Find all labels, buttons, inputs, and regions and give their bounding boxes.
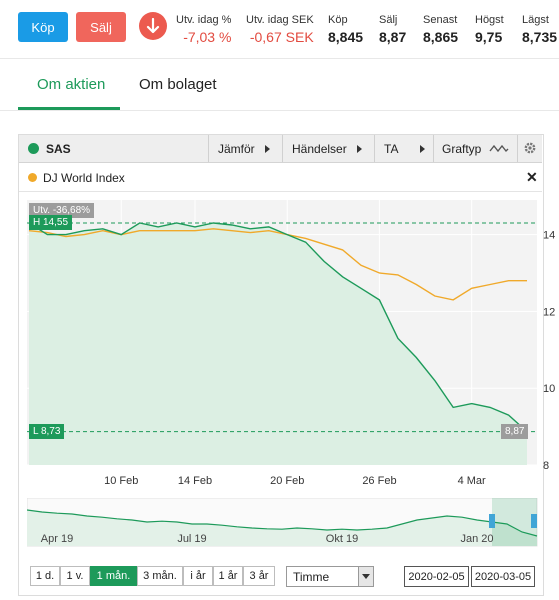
stat-label: Senast [423,14,458,26]
x-tick-label: 4 Mar [458,475,486,487]
divider [433,135,434,162]
chart-panel [18,134,544,596]
navigator-handle-right [531,514,537,528]
navigator-label: Apr 19 [41,533,73,545]
low-tag: L 8,73 [29,423,65,439]
y-tick-label: 14 [543,230,555,242]
sell-button[interactable]: Sälj [76,12,126,42]
comparison-dot-icon [28,173,37,182]
events-label: Händelser [292,141,347,156]
caret-right-icon [420,144,426,153]
stat-label: Högst [475,14,504,26]
ta-menu[interactable]: TA [384,135,426,162]
y-tick-label: 10 [543,383,555,395]
stat-change-percent: Utv. idag % -7,03 % [176,14,231,45]
range-1m-button[interactable]: 1 mån. [90,566,137,586]
stat-value: 8,845 [328,29,364,45]
stat-label: Köp [328,14,348,26]
events-menu[interactable]: Händelser [292,135,362,162]
divider [282,135,283,162]
high-tag: H 14,55 [29,215,73,231]
x-tick-label: 26 Feb [362,475,396,487]
trend-down-icon [139,12,167,40]
stat-buy: Köp 8,845 [328,14,363,45]
range-1y-button[interactable]: 1 år [213,566,243,586]
instrument-dot-icon [28,143,39,154]
x-tick-label: 20 Feb [270,475,304,487]
divider [208,135,209,162]
change-tag: Utv. -36,68% [29,203,95,218]
range-1w-button[interactable]: 1 v. [60,566,90,586]
stat-sell: Sälj 8,87 [379,14,406,45]
x-tick-label: 10 Feb [104,475,138,487]
navigator-handle-left [489,514,495,528]
chart-toolbar [19,135,542,163]
stat-last: Senast 8,865 [423,14,458,45]
sas-area [29,223,527,465]
interval-select[interactable]: Timme [286,566,374,587]
chart-type-menu[interactable]: Graftyp [442,135,509,162]
range-navigator[interactable]: Apr 19 Jul 19 Okt 19 Jan 20 [27,498,541,550]
y-tick-label: 12 [543,306,555,318]
wave-icon [489,144,509,152]
chart-type-label: Graftyp [442,141,482,156]
stat-value: -0,67 SEK [249,29,314,45]
stat-value: 9,75 [475,29,503,45]
series-line-dj-world-index [28,228,527,301]
chevron-down-icon [358,567,373,586]
date-to-input[interactable]: 2020-03-05 [471,566,535,587]
comparison-row [19,163,542,192]
tab-om-bolaget[interactable]: Om bolaget [139,76,217,93]
buy-button[interactable]: Köp [18,12,68,42]
comparison-name: DJ World Index [43,171,125,185]
range-3y-button[interactable]: 3 år [243,566,275,586]
instrument-name: SAS [46,141,71,156]
stat-low: Lägst 8,735 [522,14,557,45]
divider [374,135,375,162]
range-ytd-button[interactable]: i år [183,566,213,586]
last-price-tag: 8,87 [501,423,529,439]
series-line-sas [28,222,528,433]
date-from-input[interactable]: 2020-02-05 [404,566,469,587]
stat-label: Sälj [379,14,398,26]
settings-gear-icon[interactable] [523,141,537,160]
tab-om-aktien[interactable]: Om aktien [37,76,106,93]
compare-label: Jämför [218,141,255,156]
stat-high: Högst 9,75 [475,14,504,45]
active-tab-indicator [18,107,120,110]
navigator-label: Jul 19 [177,533,206,545]
interval-selected: Timme [293,569,330,584]
range-3m-button[interactable]: 3 mån. [137,566,183,586]
divider [517,135,518,162]
stat-value: -7,03 % [183,29,232,45]
stat-label: Lägst [522,14,549,26]
compare-menu[interactable]: Jämför [218,135,270,162]
ta-label: TA [384,141,399,156]
stat-change-sek: Utv. idag SEK -0,67 SEK [246,14,314,45]
navigator-selection [492,498,537,546]
navigator-label: Okt 19 [326,533,358,545]
close-icon[interactable]: ✕ [526,169,538,185]
divider [0,58,559,59]
price-chart[interactable]: 14 12 10 8 10 Feb 14 Feb 20 Feb 26 Feb 4 Mar [27,200,559,490]
y-tick-label: 8 [543,460,549,472]
stat-value: 8,735 [522,29,558,45]
stat-label: Utv. idag SEK [246,14,314,26]
stat-value: 8,87 [379,29,407,45]
navigator-area [27,510,537,546]
x-tick-label: 14 Feb [178,475,212,487]
navigator-label: Jan 20 [460,533,493,545]
range-1d-button[interactable]: 1 d. [30,566,60,586]
stat-value: 8,865 [423,29,459,45]
stat-label: Utv. idag % [176,14,232,26]
divider [0,110,559,111]
navigator-line [27,509,538,537]
caret-right-icon [264,144,270,153]
caret-right-icon [356,144,362,153]
